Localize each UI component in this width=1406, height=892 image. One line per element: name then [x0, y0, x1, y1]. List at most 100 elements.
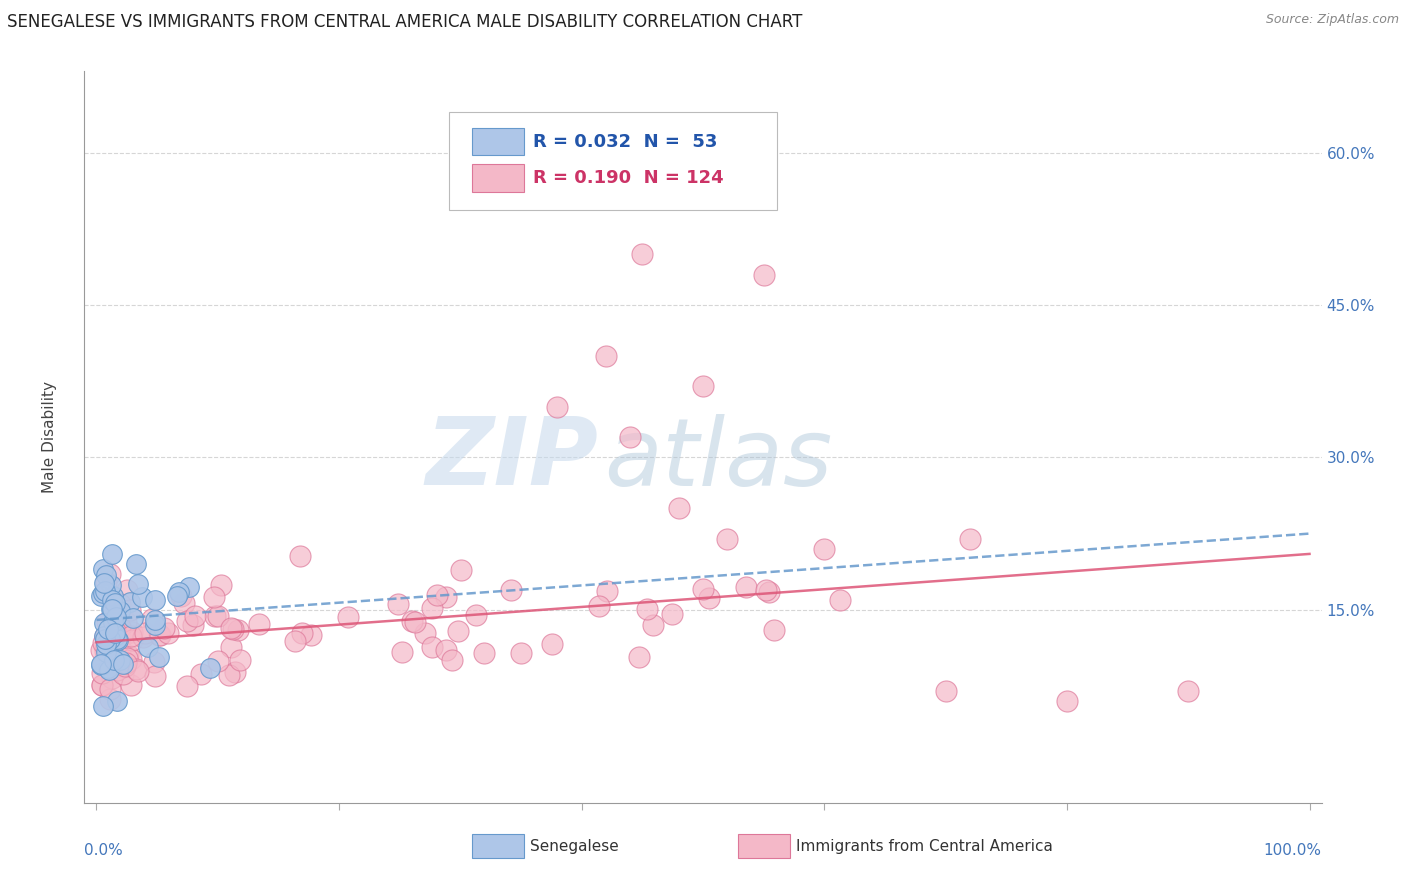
Point [692, 379, 714, 393]
Point [120, 678, 142, 692]
Point [209, 578, 232, 592]
Point [228, 623, 250, 637]
Point [631, 247, 654, 261]
Point [105, 694, 128, 708]
Point [121, 629, 143, 643]
Point [101, 638, 124, 652]
Point [472, 646, 495, 660]
Point [447, 624, 470, 638]
Point [104, 629, 127, 643]
Point [596, 584, 619, 599]
Text: Immigrants from Central America: Immigrants from Central America [796, 839, 1053, 855]
Point [142, 655, 165, 669]
Point [91, 636, 114, 650]
Point [115, 615, 138, 630]
Point [103, 652, 125, 666]
Point [112, 657, 135, 671]
FancyBboxPatch shape [471, 164, 523, 192]
Point [595, 349, 617, 363]
Text: Source: ZipAtlas.com: Source: ZipAtlas.com [1265, 13, 1399, 27]
Text: ZIP: ZIP [425, 413, 598, 505]
Point [132, 631, 155, 645]
Point [636, 601, 658, 615]
Point [190, 667, 212, 681]
Text: 0.0%: 0.0% [84, 843, 124, 858]
Point [935, 684, 957, 698]
Point [96, 632, 118, 647]
Point [97, 661, 120, 675]
Point [166, 589, 188, 603]
Point [96, 568, 118, 582]
Point [118, 595, 141, 609]
FancyBboxPatch shape [471, 834, 523, 858]
Point [143, 613, 166, 627]
Point [420, 640, 443, 654]
Point [90, 678, 112, 692]
Point [105, 632, 128, 646]
Point [734, 580, 756, 594]
Point [127, 664, 149, 678]
Point [661, 607, 683, 621]
Point [141, 612, 163, 626]
FancyBboxPatch shape [471, 128, 523, 155]
Point [104, 626, 127, 640]
Point [143, 669, 166, 683]
Point [588, 599, 610, 613]
Point [179, 581, 201, 595]
Point [697, 591, 720, 606]
Text: Senegalese: Senegalese [530, 839, 619, 855]
Point [94, 632, 117, 647]
Point [94, 575, 117, 590]
Point [218, 668, 240, 682]
Point [101, 615, 124, 629]
Point [422, 600, 444, 615]
Point [103, 653, 125, 667]
Point [134, 625, 156, 640]
Point [221, 621, 243, 635]
Point [284, 634, 307, 648]
Point [434, 643, 457, 657]
Point [108, 647, 131, 661]
Point [148, 650, 170, 665]
Point [131, 591, 153, 605]
Point [100, 547, 122, 561]
Point [176, 679, 198, 693]
Point [176, 615, 198, 629]
Point [104, 605, 127, 619]
Point [94, 644, 117, 658]
Point [93, 586, 115, 600]
Point [90, 657, 112, 671]
Point [98, 567, 121, 582]
Point [101, 633, 124, 648]
Point [96, 615, 118, 630]
Point [117, 648, 139, 663]
Point [404, 615, 426, 629]
Point [96, 637, 118, 651]
Point [93, 629, 115, 643]
Point [91, 678, 114, 692]
Point [118, 603, 141, 617]
Point [98, 632, 121, 647]
Point [762, 623, 785, 637]
Point [93, 699, 115, 714]
Point [103, 595, 125, 609]
Point [100, 602, 122, 616]
Point [184, 609, 207, 624]
Point [401, 614, 423, 628]
Point [94, 644, 117, 658]
Point [120, 652, 142, 666]
Point [121, 633, 143, 648]
Point [441, 653, 464, 667]
Point [288, 549, 311, 563]
Point [93, 629, 115, 643]
Point [628, 649, 651, 664]
Point [247, 617, 270, 632]
Point [101, 602, 124, 616]
Point [93, 576, 115, 591]
Point [207, 655, 229, 669]
Point [541, 637, 564, 651]
Point [101, 593, 124, 607]
Point [204, 609, 226, 624]
Point [108, 604, 131, 618]
Point [108, 642, 131, 657]
